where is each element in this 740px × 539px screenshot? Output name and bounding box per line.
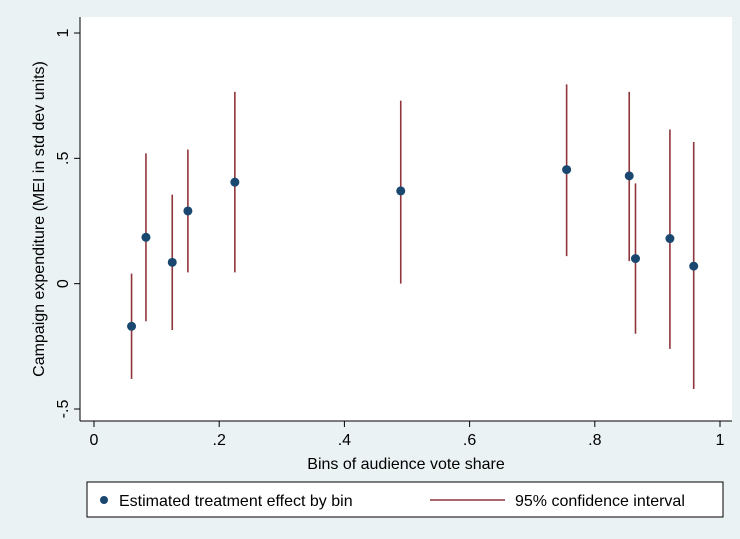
x-tick-label: 0 xyxy=(90,432,99,449)
x-tick-label: .6 xyxy=(463,432,476,449)
legend-box xyxy=(86,481,724,518)
legend-point-marker xyxy=(100,496,108,504)
data-point xyxy=(141,232,151,242)
x-tick-label: .8 xyxy=(588,432,601,449)
x-axis-title: Bins of audience vote share xyxy=(307,456,505,473)
data-point xyxy=(689,261,699,271)
y-axis-title: Campaign expenditure (MEI in std dev uni… xyxy=(31,61,48,377)
plot-area xyxy=(80,17,732,421)
y-tick-label: 1 xyxy=(55,28,72,37)
points xyxy=(127,165,699,331)
y-ticks: -.5 0 .5 1 xyxy=(55,28,80,418)
data-point xyxy=(167,257,177,267)
y-tick-label: 0 xyxy=(55,279,72,288)
legend-ci-label: 95% confidence interval xyxy=(515,493,685,510)
x-ticks: 0 .2 .4 .6 .8 1 xyxy=(90,421,725,449)
x-tick-label: .4 xyxy=(338,432,351,449)
x-tick-label: 1 xyxy=(716,432,725,449)
data-point xyxy=(624,171,634,181)
axes xyxy=(79,17,732,422)
legend: Estimated treatment effect by bin 95% co… xyxy=(86,481,724,518)
legend-point-label: Estimated treatment effect by bin xyxy=(119,493,353,510)
data-point xyxy=(630,254,640,264)
data-point xyxy=(396,186,406,196)
y-tick-label: -.5 xyxy=(55,400,72,419)
data-point xyxy=(127,321,137,331)
y-tick-label: .5 xyxy=(55,152,72,165)
data-point xyxy=(665,234,675,244)
data-point xyxy=(230,177,240,187)
data-point xyxy=(183,206,193,216)
x-tick-label: .2 xyxy=(213,432,226,449)
data-point xyxy=(562,165,572,175)
